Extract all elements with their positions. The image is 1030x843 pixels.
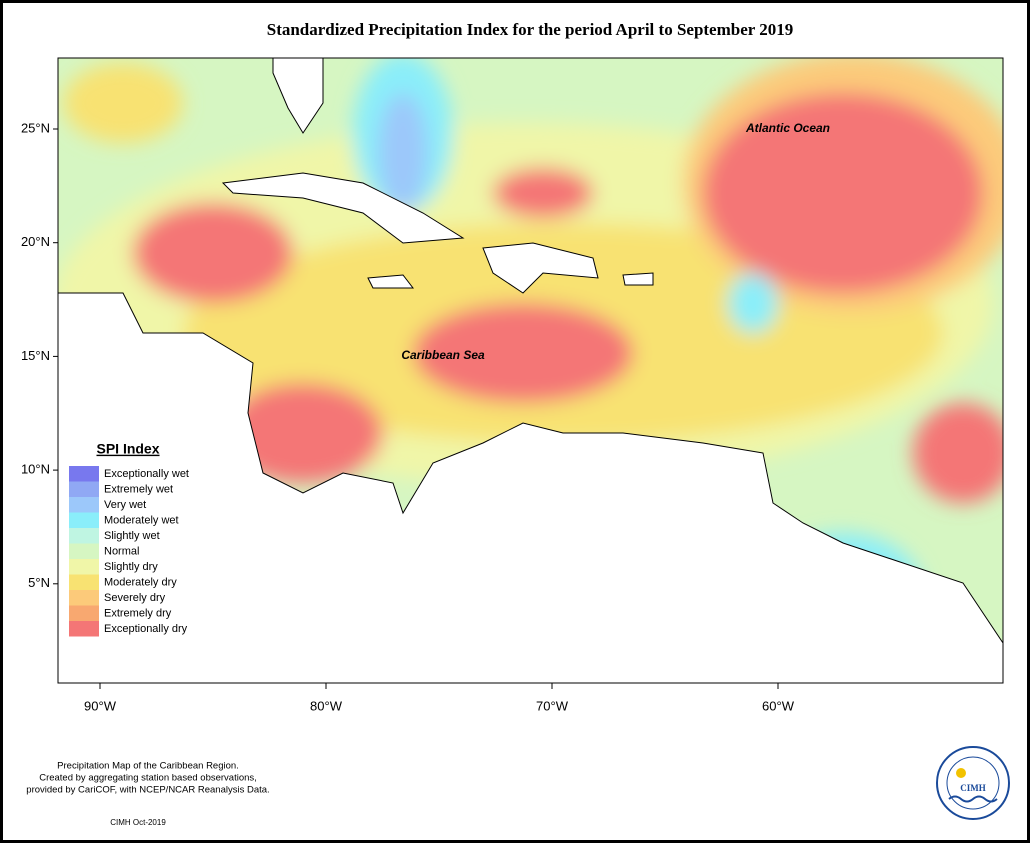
title: Standardized Precipitation Index for the… — [267, 20, 794, 39]
map-frame — [57, 57, 1004, 684]
place-label: Caribbean Sea — [401, 348, 485, 362]
legend-swatch — [69, 497, 99, 513]
legend-swatch — [69, 574, 99, 590]
footer-line: Precipitation Map of the Caribbean Regio… — [57, 761, 239, 772]
lat-label: 20°N — [21, 234, 50, 249]
credit: CIMH Oct-2019 — [110, 818, 166, 827]
legend-swatch — [69, 528, 99, 544]
lon-label: 90°W — [84, 698, 117, 713]
lat-label: 15°N — [21, 348, 50, 363]
legend-label: Extremely wet — [104, 483, 173, 495]
legend-label: Moderately wet — [104, 514, 179, 526]
footer-line: provided by CariCOF, with NCEP/NCAR Rean… — [26, 785, 269, 796]
legend-swatch — [69, 512, 99, 528]
logo-text: CIMH — [960, 783, 986, 793]
legend-swatch — [69, 590, 99, 606]
lon-label: 70°W — [536, 698, 569, 713]
legend-label: Normal — [104, 545, 139, 557]
lat-label: 10°N — [21, 462, 50, 477]
legend-swatch — [69, 605, 99, 621]
logo-wave — [948, 795, 998, 803]
lon-label: 60°W — [762, 698, 795, 713]
legend-swatch — [69, 481, 99, 497]
legend-swatch — [69, 466, 99, 482]
legend-swatch — [69, 543, 99, 559]
spi-field — [58, 58, 1003, 683]
legend-label: Slightly wet — [104, 530, 160, 542]
legend-swatch — [69, 621, 99, 637]
legend-label: Moderately dry — [104, 576, 177, 588]
legend-label: Exceptionally dry — [104, 623, 188, 635]
logo-sun — [956, 768, 966, 778]
land — [58, 58, 1003, 683]
legend-label: Severely dry — [104, 592, 166, 604]
legend-label: Exceptionally wet — [104, 468, 189, 480]
legend-label: Slightly dry — [104, 561, 158, 573]
place-label: Atlantic Ocean — [745, 121, 830, 135]
legend-title: SPI Index — [96, 441, 159, 457]
legend-label: Very wet — [104, 499, 146, 511]
lon-label: 80°W — [310, 698, 343, 713]
legend-swatch — [69, 559, 99, 575]
footer-line: Created by aggregating station based obs… — [39, 773, 257, 784]
legend-label: Extremely dry — [104, 607, 172, 619]
map-figure: Standardized Precipitation Index for the… — [21, 20, 1010, 827]
lat-label: 5°N — [28, 575, 50, 590]
lat-label: 25°N — [21, 120, 50, 135]
